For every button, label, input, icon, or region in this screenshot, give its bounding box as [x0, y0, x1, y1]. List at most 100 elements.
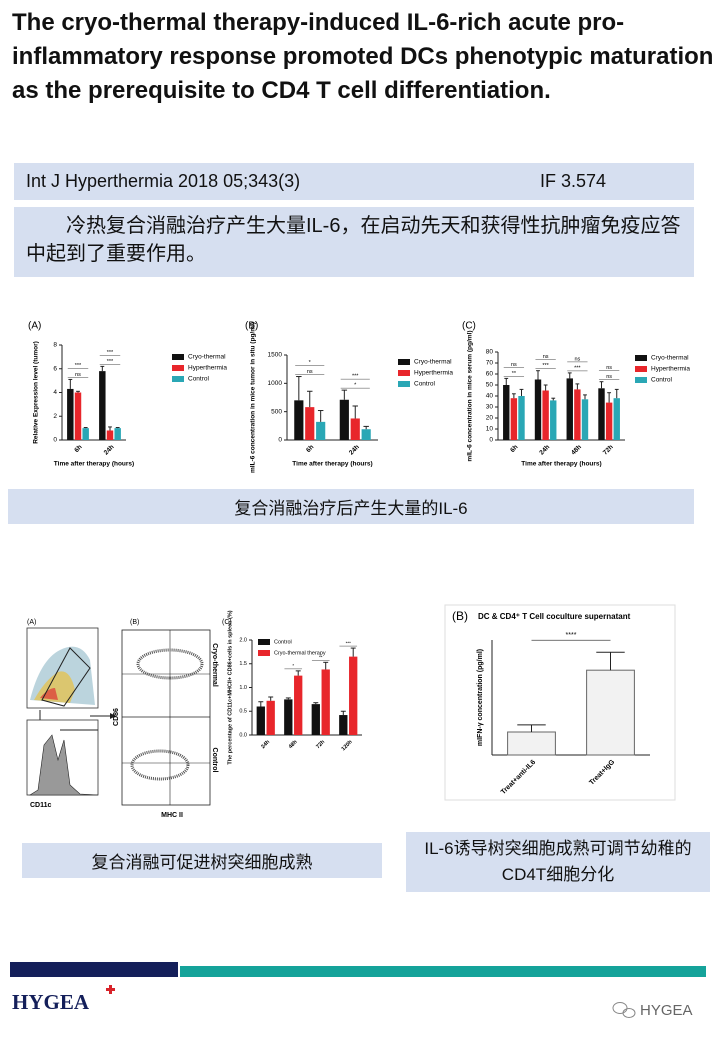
panel-label: (C)	[462, 321, 476, 332]
bar	[339, 715, 348, 735]
legend-swatch	[398, 359, 410, 365]
significance: ns	[543, 354, 549, 360]
bar	[507, 731, 556, 756]
watermark: HYGEA	[640, 1002, 693, 1019]
panel-label: (C)	[222, 619, 232, 626]
y-tick-label: 0.5	[239, 709, 247, 715]
x-tick-label: 24h	[103, 444, 116, 457]
bar	[305, 407, 315, 440]
y-tick-label: 0	[489, 437, 493, 444]
legend-swatch	[398, 381, 410, 387]
significance: ****	[566, 632, 577, 639]
bar	[566, 378, 573, 440]
caption: IL-6诱导树突细胞成熟可调节幼稚的CD4T细胞分化	[406, 832, 710, 892]
y-tick-label: 6	[53, 365, 57, 372]
wechat-icon	[612, 1002, 636, 1018]
significance: ns	[606, 365, 612, 371]
bar	[542, 390, 549, 440]
bar	[284, 699, 293, 735]
bar	[321, 669, 330, 735]
y-tick-label: 10	[486, 426, 494, 433]
legend-label: Control	[188, 376, 210, 383]
legend-swatch	[172, 365, 184, 371]
y-tick-label: 8	[53, 342, 57, 349]
bar	[74, 392, 82, 440]
y-tick-label: 2.0	[239, 637, 247, 643]
legend-swatch	[635, 355, 647, 361]
row-label: Cryo-thermal	[211, 643, 218, 687]
bar	[114, 428, 121, 440]
y-axis-label: The percentage of CD11c+MHCII+ CD86+cell…	[227, 610, 233, 764]
legend-label: Cryo-thermal	[188, 354, 226, 361]
bar	[339, 399, 349, 440]
y-axis-label: mIL-6 concentration in mice serum (pg/ml…	[467, 330, 474, 461]
bar	[361, 429, 371, 440]
y-tick-label: 30	[486, 404, 494, 411]
legend-label: Hyperthermia	[188, 365, 227, 372]
bar	[518, 396, 525, 440]
title: The cryo-thermal therapy-induced IL-6-ri…	[12, 9, 714, 104]
bar	[510, 398, 518, 440]
y-tick-label: 0	[278, 437, 282, 444]
legend-swatch	[635, 377, 647, 383]
x-axis-label: Time after therapy (hours)	[292, 461, 372, 468]
significance: ns	[606, 374, 612, 380]
flow-plots	[26, 627, 211, 806]
bar	[316, 421, 326, 440]
y-axis-label: Relative Expression level (tumor)	[33, 341, 40, 444]
bar	[574, 389, 581, 440]
significance: ***	[352, 374, 359, 380]
y-axis-label: mIFN-γ concentration (pg/ml)	[477, 649, 484, 746]
legend-label: Control	[274, 639, 292, 645]
y-tick-label: 500	[271, 408, 282, 415]
legend-swatch	[398, 370, 410, 376]
x-axis-label: Time after therapy (hours)	[521, 461, 601, 468]
legend-label: Cryo-thermal therapy	[274, 650, 326, 656]
legend-label: Cryo-thermal	[651, 355, 689, 362]
bar	[534, 379, 542, 440]
bar	[581, 399, 589, 440]
legend-label: Hyperthermia	[414, 370, 453, 377]
footer-bar	[180, 966, 706, 977]
axis-label: CD11c	[30, 802, 52, 809]
significance: ns	[75, 372, 81, 378]
axis-label: MHC II	[161, 812, 183, 819]
significance: *	[292, 663, 294, 668]
x-tick-label: 48h	[570, 444, 583, 457]
legend-swatch	[258, 650, 270, 656]
panel-label: (B)	[130, 619, 139, 626]
bar	[598, 388, 605, 440]
significance: ***	[107, 350, 114, 356]
significance: *	[354, 383, 357, 389]
y-tick-label: 80	[486, 349, 494, 356]
x-axis-label: Time after therapy (hours)	[54, 461, 134, 468]
citation: Int J Hyperthermia 2018 05;343(3) IF 3.57…	[14, 163, 694, 200]
logo: HYGEA	[12, 990, 90, 1014]
x-tick-label: 72h	[602, 444, 615, 457]
bar	[67, 388, 74, 440]
y-axis-label: mIL-6 concentration in mice tumor in sit…	[250, 322, 257, 473]
y-tick-label: 1.0	[239, 685, 247, 691]
significance: ***	[542, 363, 549, 369]
legend-swatch	[172, 376, 184, 382]
significance: ns	[307, 369, 313, 375]
y-tick-label: 0.0	[239, 732, 247, 738]
caption: 复合消融可促进树突细胞成熟	[22, 843, 382, 878]
row-label: Control	[211, 748, 218, 773]
axis-label: CD86	[113, 708, 120, 726]
significance: ns	[574, 356, 580, 362]
panel-label: (A)	[28, 321, 41, 332]
legend-label: Control	[651, 377, 673, 384]
y-tick-label: 0	[53, 437, 57, 444]
y-tick-label: 1000	[268, 380, 283, 387]
journal: Int J Hyperthermia 2018 05;343(3)	[26, 171, 301, 191]
chart-title: DC & CD4⁺ T Cell coculture supernatant	[478, 612, 631, 621]
significance: **	[512, 371, 517, 377]
bar	[256, 706, 265, 735]
y-tick-label: 4	[53, 389, 57, 396]
y-tick-label: 2	[53, 413, 57, 420]
significance: ns	[511, 362, 517, 368]
x-tick-label: 6h	[305, 444, 315, 454]
y-tick-label: 20	[486, 415, 494, 422]
panel-label: (A)	[27, 619, 36, 626]
